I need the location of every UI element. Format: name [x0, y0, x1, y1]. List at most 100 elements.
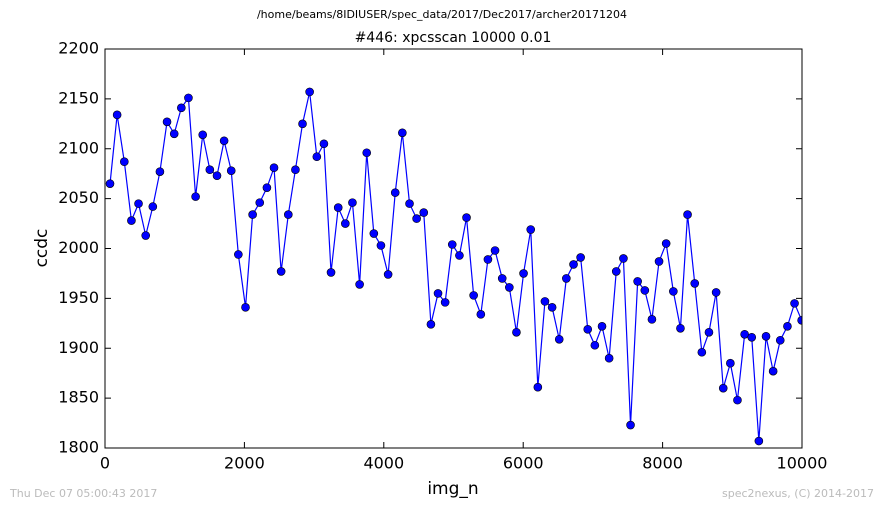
data-point	[533, 382, 543, 392]
data-point	[476, 310, 486, 319]
data-point	[419, 208, 429, 217]
data-point	[483, 255, 493, 264]
data-point	[733, 395, 742, 405]
data-point	[661, 239, 671, 248]
data-point	[376, 241, 386, 250]
y-tick-label: 1800	[58, 438, 99, 457]
y-tick-label: 2200	[58, 39, 99, 58]
data-point	[683, 210, 692, 219]
y-tick-label: 2000	[58, 238, 99, 257]
data-point	[554, 334, 564, 344]
data-point	[676, 323, 685, 333]
data-point	[148, 202, 158, 211]
data-point	[519, 269, 528, 278]
data-point	[248, 210, 257, 219]
data-point	[120, 157, 129, 167]
y-tick-label: 2150	[58, 88, 99, 107]
data-point	[348, 198, 357, 207]
data-point	[697, 347, 707, 357]
data-point	[362, 148, 372, 158]
x-axis-label: img_n	[427, 479, 478, 499]
data-point	[205, 165, 215, 174]
data-point	[611, 267, 621, 276]
data-point	[754, 436, 764, 446]
data-point	[234, 250, 243, 259]
data-point	[654, 257, 664, 266]
data-point	[540, 297, 550, 306]
data-point	[583, 324, 593, 334]
x-tick-label: 6000	[503, 454, 544, 473]
footer-left: Thu Dec 07 05:00:43 2017	[9, 487, 157, 500]
data-point	[390, 188, 400, 197]
data-point	[319, 139, 329, 149]
data-point	[747, 332, 757, 342]
data-point	[569, 260, 578, 269]
data-point	[184, 93, 193, 103]
y-tick-label: 1950	[58, 288, 99, 307]
data-point	[604, 353, 614, 363]
data-point	[633, 277, 642, 286]
x-tick-label: 2000	[224, 454, 265, 473]
data-point	[726, 358, 735, 368]
data-point	[191, 192, 200, 201]
data-point	[447, 240, 457, 249]
y-tick-label: 2100	[58, 138, 99, 157]
data-point	[526, 225, 536, 234]
data-point	[162, 117, 172, 127]
data-point	[775, 335, 785, 345]
data-point	[440, 298, 450, 307]
data-point	[284, 210, 293, 219]
data-point	[276, 267, 286, 276]
data-point	[326, 268, 336, 277]
data-point	[462, 213, 471, 222]
data-point	[212, 171, 222, 180]
data-point	[262, 183, 272, 192]
data-point	[426, 320, 436, 329]
data-point	[512, 327, 521, 337]
data-point	[291, 165, 300, 174]
data-point	[305, 87, 314, 97]
data-point	[105, 179, 115, 188]
x-tick-label: 0	[100, 454, 110, 473]
data-point	[127, 216, 136, 225]
data-point	[298, 119, 307, 129]
data-point	[112, 110, 122, 120]
data-point	[547, 303, 557, 312]
axes-frame	[104, 48, 803, 449]
data-point	[412, 214, 421, 223]
data-point	[341, 219, 350, 228]
data-point	[226, 166, 236, 175]
data-point	[398, 128, 407, 138]
data-point	[455, 251, 464, 260]
data-point	[505, 283, 514, 292]
data-point	[490, 246, 500, 255]
data-point	[155, 167, 165, 176]
data-point	[783, 322, 792, 331]
x-tick-label: 4000	[363, 454, 404, 473]
y-axis-label: ccdc	[32, 229, 52, 268]
data-point	[469, 291, 478, 300]
data-point	[761, 331, 771, 341]
data-point	[141, 231, 151, 240]
data-point	[790, 299, 799, 308]
data-point	[198, 130, 208, 140]
data-point	[369, 229, 379, 238]
footer-right: spec2nexus, (C) 2014-2017	[722, 487, 874, 500]
data-point	[647, 315, 657, 324]
y-tick-label: 2050	[58, 188, 99, 207]
data-point	[718, 383, 728, 393]
data-point	[177, 103, 186, 113]
plot-area	[105, 87, 802, 446]
axes: 0 2000 4000 6000 8000 10000 1800 1850 1900 1950 20…	[58, 39, 827, 473]
x-tick-label: 8000	[642, 454, 683, 473]
data-point	[740, 329, 749, 339]
data-point	[669, 287, 678, 296]
data-point	[590, 340, 600, 350]
data-point	[333, 203, 343, 212]
suptitle: /home/beams/8IDIUSER/spec_data/2017/Dec2…	[257, 8, 627, 21]
data-point	[241, 303, 250, 312]
data-point	[312, 152, 322, 162]
data-point	[626, 420, 635, 430]
data-point	[690, 279, 700, 288]
